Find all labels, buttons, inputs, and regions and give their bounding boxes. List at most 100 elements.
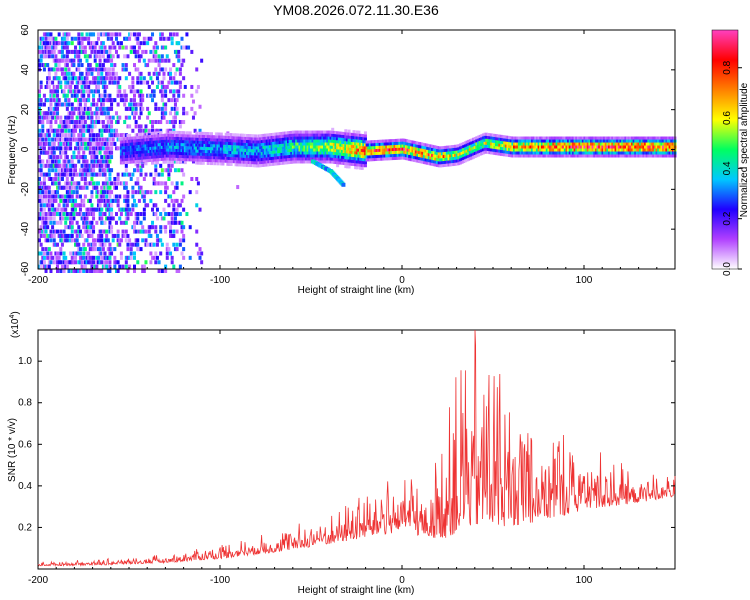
spectrogram-cell bbox=[350, 162, 354, 166]
spectrogram-cell bbox=[568, 139, 572, 143]
spectrogram-cell bbox=[100, 41, 104, 46]
spectrogram-cell bbox=[103, 137, 107, 142]
spectrogram-cell bbox=[182, 233, 186, 238]
spectrogram-cell bbox=[65, 185, 69, 190]
spectrogram-cell bbox=[490, 133, 494, 137]
spectrogram-cell bbox=[142, 229, 146, 234]
spectrogram-cell bbox=[313, 130, 317, 134]
spectrogram-cell bbox=[395, 153, 399, 157]
spectrogram-cell bbox=[552, 139, 556, 143]
spectrogram-cell bbox=[101, 76, 105, 81]
spectrogram-cell bbox=[59, 207, 63, 212]
spectrogram-cell bbox=[626, 142, 630, 146]
spectrogram-cell bbox=[172, 154, 176, 158]
spectrogram-cell bbox=[432, 145, 436, 149]
spectrogram-cell bbox=[273, 159, 277, 163]
spectrogram-cell bbox=[85, 76, 89, 81]
spectrogram-cell bbox=[606, 154, 610, 158]
spectrogram-cell bbox=[52, 76, 56, 81]
spectrogram-cell bbox=[42, 203, 46, 208]
spectrogram-cell bbox=[110, 63, 114, 68]
spectrogram-cell bbox=[178, 131, 182, 135]
spectrogram-cell bbox=[481, 139, 485, 143]
spectrogram-cell bbox=[95, 207, 99, 212]
spectrogram-cell bbox=[165, 36, 169, 41]
spectrogram-cell bbox=[147, 58, 151, 63]
spectrogram-cell bbox=[467, 154, 471, 158]
spectrogram-cell bbox=[98, 93, 102, 98]
spectrogram-cell bbox=[321, 136, 325, 140]
spectrogram-cell bbox=[57, 260, 61, 265]
spectrogram-cell bbox=[268, 133, 272, 137]
spectrogram-cell bbox=[604, 145, 608, 149]
spectrogram-cell bbox=[599, 145, 603, 149]
spectrogram-cell bbox=[129, 136, 133, 140]
spectrogram-cell bbox=[555, 139, 559, 143]
spectrogram-cell bbox=[65, 190, 69, 195]
spectrogram-cell bbox=[38, 185, 41, 190]
spectrogram-cell bbox=[182, 45, 186, 50]
spectrogram-cell bbox=[514, 139, 518, 143]
spectrogram-cell bbox=[439, 155, 443, 159]
spectrogram-cell bbox=[467, 157, 471, 161]
spectrogram-cell bbox=[259, 152, 263, 156]
spectrogram-cell bbox=[516, 148, 520, 152]
spectrogram-cell bbox=[57, 80, 61, 85]
spectrogram-cell bbox=[491, 133, 495, 137]
spectrogram-cell bbox=[609, 148, 613, 152]
spectrogram-cell bbox=[527, 145, 531, 149]
spectrogram-cell bbox=[283, 143, 287, 147]
spectrogram-cell bbox=[475, 154, 479, 158]
spectrogram-cell bbox=[60, 242, 64, 247]
spectrogram-cell bbox=[622, 142, 626, 146]
spectrogram-cell bbox=[155, 155, 159, 159]
spectrogram-cell bbox=[83, 264, 87, 269]
spectrogram-cell bbox=[65, 168, 69, 173]
spectrogram-cell bbox=[175, 160, 179, 164]
spectrogram-cell bbox=[237, 145, 241, 149]
spectrogram-cell bbox=[504, 150, 508, 154]
spectrogram-cell bbox=[154, 229, 158, 234]
spectrogram-cell bbox=[195, 134, 199, 138]
spectrogram-cell bbox=[301, 154, 305, 158]
spectrogram-cell bbox=[298, 160, 302, 164]
spectrogram-cell bbox=[570, 151, 574, 155]
spectrogram-cell bbox=[293, 130, 297, 134]
spectrogram-cell bbox=[399, 144, 403, 148]
spectrogram-cell bbox=[396, 147, 400, 151]
spectrogram-cell bbox=[408, 154, 412, 158]
spectrogram-cell bbox=[51, 225, 55, 230]
spectrogram-cell bbox=[293, 136, 297, 140]
spectrogram-cell bbox=[309, 145, 313, 149]
spectrogram-cell bbox=[136, 76, 140, 81]
spectrogram-cell bbox=[116, 238, 120, 243]
spectrogram-cell bbox=[624, 139, 628, 143]
spectrogram-cell bbox=[93, 150, 97, 155]
spectrogram-cell bbox=[470, 144, 474, 148]
spectrogram-cell bbox=[324, 157, 328, 161]
spectrogram-cell bbox=[234, 163, 238, 167]
spectrogram-cell bbox=[80, 84, 84, 89]
spectrogram-cell bbox=[278, 138, 282, 142]
spectrogram-cell bbox=[214, 138, 218, 142]
spectrogram-cell bbox=[301, 130, 305, 134]
spectrogram-cell bbox=[144, 203, 148, 208]
spectrogram-cell bbox=[87, 141, 91, 146]
spectrogram-cell bbox=[169, 145, 173, 149]
spectrogram-cell bbox=[273, 156, 277, 160]
spectrogram-cell bbox=[165, 148, 169, 152]
spectrogram-cell bbox=[372, 143, 376, 147]
spectrogram-cell bbox=[137, 229, 141, 234]
spectrogram-cell bbox=[146, 63, 150, 68]
spectrogram-cell bbox=[65, 80, 69, 85]
spectrogram-cell bbox=[100, 67, 104, 72]
spectrogram-cell bbox=[110, 98, 114, 103]
spectrogram-cell bbox=[108, 137, 112, 142]
spectrogram-cell bbox=[247, 143, 251, 147]
spectrogram-cell bbox=[49, 89, 53, 94]
spectrogram-cell bbox=[78, 255, 82, 260]
spectrogram-cell bbox=[78, 168, 82, 173]
spectrogram-cell bbox=[300, 148, 304, 152]
spectrogram-cell bbox=[267, 139, 271, 143]
spectrogram-cell bbox=[167, 128, 171, 133]
